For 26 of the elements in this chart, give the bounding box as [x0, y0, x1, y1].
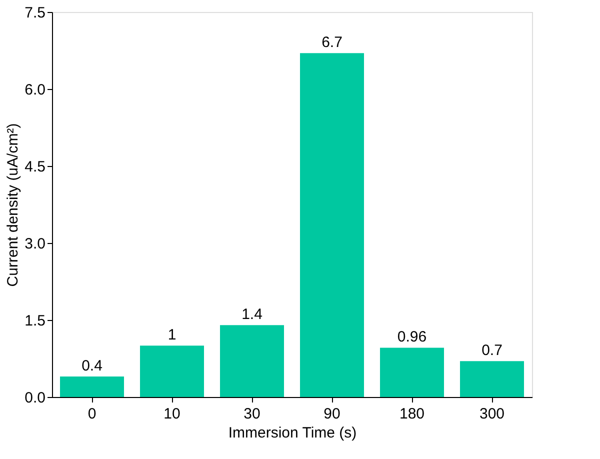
- data-label: 0.96: [397, 328, 427, 346]
- y-tick-label: 4.5: [24, 158, 46, 176]
- bar: [220, 325, 284, 397]
- data-label: 0.4: [82, 357, 102, 374]
- y-tick-label: 0.0: [24, 390, 46, 406]
- y-tick-label: 7.5: [24, 4, 46, 22]
- y-tick-label: 1.5: [24, 312, 46, 330]
- x-tick-label: 30: [244, 406, 260, 422]
- x-tick-label: 90: [324, 406, 340, 422]
- bar: [300, 53, 364, 397]
- bar: [380, 348, 444, 397]
- bar: [140, 346, 204, 397]
- x-tick-label: 180: [399, 406, 425, 422]
- x-tick-label: 0: [88, 406, 96, 422]
- y-tick-label: 6.0: [24, 82, 46, 98]
- x-tick-label: 10: [164, 406, 180, 422]
- data-label: 1: [168, 326, 176, 344]
- data-label: 0.7: [482, 342, 502, 360]
- y-tick-label: 3.0: [24, 236, 46, 252]
- data-label: 6.7: [322, 34, 342, 52]
- bar: [60, 376, 124, 397]
- y-axis-title: Current density (uA/cm²): [4, 123, 22, 287]
- x-tick-label: 300: [479, 406, 505, 422]
- data-label: 1.4: [242, 306, 262, 324]
- bar: [460, 361, 524, 397]
- x-axis-title: Immersion Time (s): [228, 424, 357, 442]
